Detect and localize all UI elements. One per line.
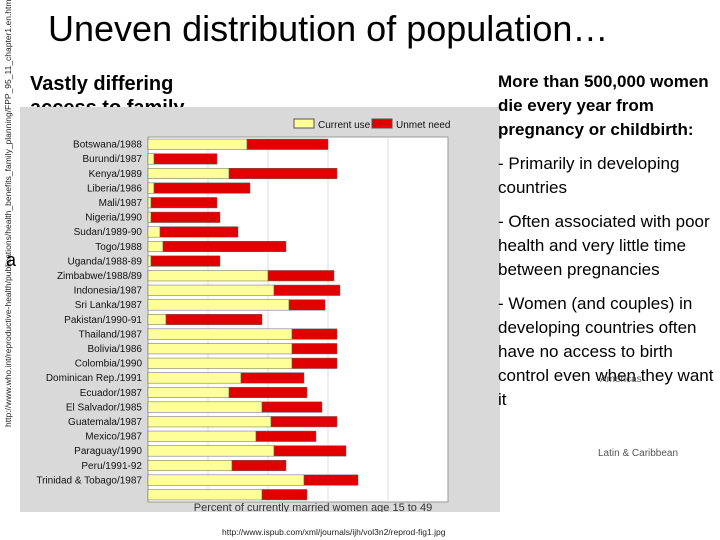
chart-figure: Current use Unmet need Botswana/1988 Burund… bbox=[20, 107, 500, 512]
bar-current-use bbox=[147, 153, 155, 165]
bar-unmet-need bbox=[291, 343, 338, 355]
category-label: Zimbabwe/1988/89 bbox=[57, 271, 142, 282]
bar-unmet-need bbox=[291, 328, 338, 340]
legend-swatch-current-use bbox=[293, 118, 315, 129]
bar-unmet-need bbox=[153, 153, 218, 165]
bar-unmet-need bbox=[153, 182, 251, 194]
bar-unmet-need bbox=[288, 299, 326, 311]
category-label: Ecuador/1987 bbox=[80, 388, 143, 399]
bar-unmet-need bbox=[255, 430, 317, 442]
bar-current-use bbox=[147, 138, 248, 150]
category-label: Liberia/1986 bbox=[87, 183, 142, 194]
category-label: Pakistan/1990-91 bbox=[64, 315, 142, 326]
bar-unmet-need bbox=[273, 284, 341, 296]
bar-unmet-need bbox=[240, 372, 305, 384]
slide-title: Uneven distribution of population… bbox=[48, 8, 609, 49]
category-label: Mexico/1987 bbox=[85, 432, 142, 443]
bar-current-use bbox=[147, 211, 152, 223]
bar-current-use bbox=[147, 357, 293, 369]
bar-unmet-need bbox=[261, 489, 308, 501]
bar-current-use bbox=[147, 328, 293, 340]
bar-current-use bbox=[147, 445, 275, 457]
source-url-bottom: http://www.ispub.com/xml/journals/ijh/vo… bbox=[222, 527, 446, 537]
bar-current-use bbox=[147, 489, 263, 501]
bar-unmet-need bbox=[261, 401, 323, 413]
category-label: Nigeria/1990 bbox=[85, 213, 142, 224]
bar-unmet-need bbox=[159, 226, 239, 238]
category-label: Sri Lanka/1987 bbox=[75, 300, 143, 311]
category-label: Trinidad & Tobago/1987 bbox=[36, 475, 142, 486]
region-label-americas: Americas bbox=[600, 374, 642, 385]
bar-current-use bbox=[147, 313, 167, 326]
category-label: Bolivia/1986 bbox=[88, 344, 143, 355]
legend-label-unmet-need: Unmet need bbox=[396, 120, 450, 131]
bar-unmet-need bbox=[228, 167, 338, 180]
category-label: Burundi/1987 bbox=[83, 154, 143, 165]
right-text-panel: More than 500,000 women die every year f… bbox=[498, 70, 716, 422]
bar-current-use bbox=[147, 226, 161, 238]
bar-unmet-need bbox=[231, 459, 287, 472]
category-label: Botswana/1988 bbox=[73, 140, 142, 151]
category-label: Uganda/1988-89 bbox=[67, 256, 142, 267]
bar-current-use bbox=[147, 416, 272, 428]
bar-current-use bbox=[147, 270, 269, 282]
category-label: Thailand/1987 bbox=[79, 329, 143, 340]
bullet-health: - Often associated with poor health and … bbox=[498, 212, 710, 279]
bar-unmet-need bbox=[291, 357, 338, 369]
bullet-developing: - Primarily in developing countries bbox=[498, 154, 680, 197]
bar-current-use bbox=[147, 343, 293, 355]
bar-current-use bbox=[147, 401, 263, 413]
category-label: Dominican Rep./1991 bbox=[46, 373, 143, 384]
category-label: Mali/1987 bbox=[99, 198, 143, 209]
region-label-latin: Latin & Caribbean bbox=[598, 448, 679, 459]
bar-unmet-need bbox=[273, 445, 347, 457]
bar-current-use bbox=[147, 284, 275, 296]
bar-current-use bbox=[147, 255, 152, 267]
left-heading: Vastly differing access to family bbox=[30, 72, 185, 112]
bar-current-use bbox=[147, 167, 230, 180]
bar-unmet-need bbox=[162, 240, 287, 253]
lead-statement: More than 500,000 women die every year f… bbox=[498, 72, 709, 139]
stacked-bar-chart: Current use Unmet need Botswana/1988 Burund… bbox=[36, 118, 450, 512]
bar-unmet-need bbox=[150, 211, 221, 223]
category-label: Indonesia/1987 bbox=[74, 286, 143, 297]
category-label: Colombia/1990 bbox=[75, 359, 143, 370]
bar-current-use bbox=[147, 197, 152, 209]
bar-current-use bbox=[147, 372, 242, 384]
bar-unmet-need bbox=[150, 255, 221, 267]
bar-current-use bbox=[147, 430, 257, 442]
bar-unmet-need bbox=[270, 416, 338, 428]
bar-current-use bbox=[147, 240, 164, 253]
category-label: Peru/1991-92 bbox=[81, 461, 142, 472]
bar-current-use bbox=[147, 474, 305, 486]
legend-label-current-use: Current use bbox=[318, 120, 371, 131]
bullet-access: - Women (and couples) in developing coun… bbox=[498, 294, 714, 409]
stray-glyph: a bbox=[6, 250, 17, 270]
category-label: Togo/1988 bbox=[95, 242, 142, 253]
category-label: Kenya/1989 bbox=[89, 169, 143, 180]
bar-current-use bbox=[147, 299, 290, 311]
left-heading-line1: Vastly differing bbox=[30, 73, 174, 95]
bar-current-use bbox=[147, 386, 230, 399]
category-label: Paraguay/1990 bbox=[74, 446, 142, 457]
category-label: El Salvador/1985 bbox=[66, 402, 143, 413]
bar-current-use bbox=[147, 459, 233, 472]
bar-unmet-need bbox=[228, 386, 308, 399]
category-label: Sudan/1989-90 bbox=[74, 227, 143, 238]
category-label: Guatemala/1987 bbox=[68, 417, 142, 428]
bar-unmet-need bbox=[267, 270, 335, 282]
bar-unmet-need bbox=[246, 138, 329, 150]
bar-unmet-need bbox=[303, 474, 359, 486]
bar-unmet-need bbox=[165, 313, 263, 326]
bar-current-use bbox=[147, 182, 155, 194]
x-axis-label: Percent of currently married women age 1… bbox=[194, 502, 432, 512]
bar-unmet-need bbox=[150, 197, 218, 209]
legend-swatch-unmet-need bbox=[371, 118, 393, 129]
